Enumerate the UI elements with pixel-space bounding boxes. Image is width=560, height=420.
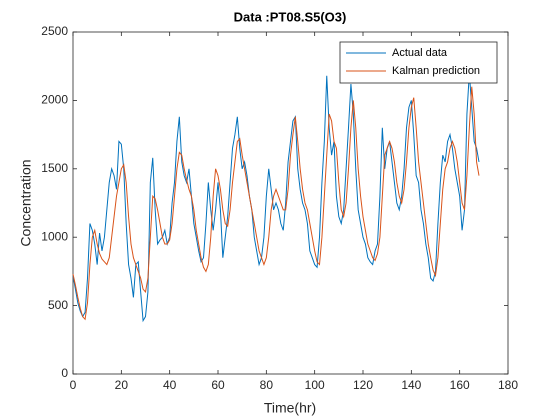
x-tick-label: 20 <box>115 378 129 392</box>
y-tick-label: 1000 <box>41 229 68 243</box>
y-tick-label: 2500 <box>41 24 68 38</box>
y-tick-label: 500 <box>48 298 68 312</box>
chart-title: Data :PT08.S5(O3) <box>234 9 347 24</box>
x-tick-label: 140 <box>401 378 421 392</box>
x-tick-label: 0 <box>70 378 77 392</box>
x-tick-label: 160 <box>450 378 470 392</box>
y-tick-label: 0 <box>61 366 68 380</box>
x-tick-label: 120 <box>353 378 373 392</box>
x-tick-label: 60 <box>211 378 225 392</box>
y-tick-label: 2000 <box>41 93 68 107</box>
legend-label: Kalman prediction <box>392 65 480 77</box>
x-axis-label: Time(hr) <box>264 400 316 416</box>
data-line <box>72 86 480 321</box>
x-tick-label: 180 <box>498 378 518 392</box>
y-axis-label: Concentration <box>18 159 34 246</box>
data-line <box>72 73 480 323</box>
y-tick-label: 1500 <box>41 161 68 175</box>
legend-label: Actual data <box>392 47 448 59</box>
legend-box <box>339 41 498 84</box>
x-tick-label: 80 <box>260 378 274 392</box>
x-tick-label: 100 <box>305 378 325 392</box>
x-tick-label: 40 <box>163 378 177 392</box>
